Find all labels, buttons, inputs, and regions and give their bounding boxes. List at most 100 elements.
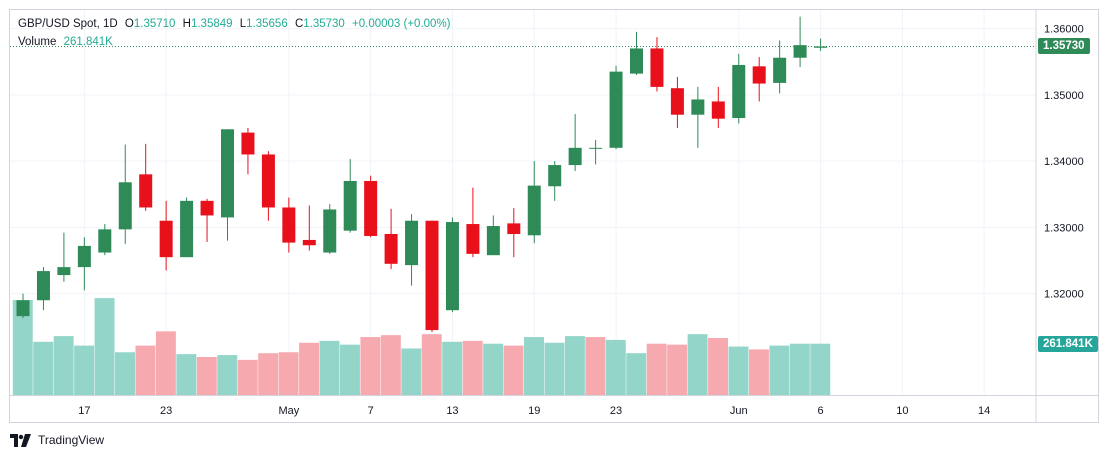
volume-bar <box>155 331 176 395</box>
candle-body[interactable] <box>16 300 30 317</box>
volume-bar <box>605 339 626 395</box>
legend-low-value: 1.35656 <box>246 18 288 30</box>
x-tick-label: 19 <box>528 405 540 417</box>
volume-bar <box>12 300 33 395</box>
volume-bar <box>769 345 790 395</box>
candle-body[interactable] <box>221 129 234 218</box>
candle-body[interactable] <box>773 57 787 83</box>
candle-body[interactable] <box>527 185 541 236</box>
candle-body[interactable] <box>507 223 521 234</box>
volume-bar <box>299 342 320 395</box>
legend-ohlc-row: GBP/USD Spot, 1D O1.35710 H1.35849 L1.35… <box>18 15 451 33</box>
candle-body[interactable] <box>261 154 275 208</box>
volume-bar <box>687 334 708 395</box>
candle-body[interactable] <box>57 267 71 276</box>
volume-bar <box>176 354 197 395</box>
candle-body[interactable] <box>568 147 582 166</box>
candle-body[interactable] <box>609 71 623 148</box>
candle-body[interactable] <box>793 45 807 58</box>
volume-bar <box>442 341 463 395</box>
candle-body[interactable] <box>77 245 91 268</box>
volume-bar <box>421 334 442 395</box>
candle-body[interactable] <box>670 88 684 115</box>
y-tick-label: 1.36000 <box>1044 24 1084 36</box>
candle-body[interactable] <box>98 229 112 253</box>
volume-bar <box>115 352 135 395</box>
candle-body[interactable] <box>282 207 296 243</box>
x-tick-label: Jun <box>730 405 748 417</box>
y-tick-label: 1.35000 <box>1044 90 1084 102</box>
candle-body[interactable] <box>364 180 378 236</box>
volume-bar <box>53 336 74 395</box>
volume-bar <box>94 298 115 395</box>
legend-volume-value: 261.841K <box>63 36 113 48</box>
candle-body[interactable] <box>180 200 194 258</box>
candle-body[interactable] <box>425 220 439 331</box>
last-volume-tag: 261.841K <box>1038 335 1098 352</box>
volume-bar <box>278 352 299 395</box>
volume-bar <box>789 343 810 395</box>
volume-bar <box>585 337 606 395</box>
legend-open-label: O <box>124 18 134 30</box>
y-tick-label: 1.34000 <box>1044 156 1084 168</box>
candle-body[interactable] <box>139 174 153 208</box>
candle-body[interactable] <box>200 200 214 216</box>
candle-body[interactable] <box>384 233 398 264</box>
x-tick-label: 23 <box>610 405 622 417</box>
volume-bar <box>544 342 565 395</box>
candle-body[interactable] <box>691 99 705 115</box>
candle-body[interactable] <box>343 180 357 231</box>
candle-body[interactable] <box>650 48 664 87</box>
candle-body[interactable] <box>445 222 459 311</box>
legend-volume-row: Volume 261.841K <box>18 33 451 51</box>
candle-body[interactable] <box>732 65 746 119</box>
x-tick-label: May <box>278 405 299 417</box>
y-tick-label: 1.32000 <box>1044 289 1084 301</box>
legend-close-value: 1.35730 <box>303 18 345 30</box>
candle-body[interactable] <box>752 66 766 84</box>
candle-body[interactable] <box>486 226 500 256</box>
candle-body[interactable] <box>241 132 255 155</box>
candle-body[interactable] <box>630 48 643 74</box>
x-tick-label: 14 <box>978 405 990 417</box>
tradingview-brand-text: TradingView <box>38 433 105 447</box>
y-tick-label: 1.33000 <box>1044 222 1084 234</box>
volume-bar <box>360 337 381 395</box>
x-tick-label: 6 <box>817 405 823 417</box>
tradingview-brand[interactable]: TradingView <box>10 433 104 447</box>
candle-body[interactable] <box>466 224 480 254</box>
chart-frame <box>9 9 1099 423</box>
candle-body[interactable] <box>548 165 562 187</box>
volume-bar <box>135 345 156 395</box>
x-tick-label: 7 <box>368 405 374 417</box>
legend-volume-label[interactable]: Volume <box>18 36 57 48</box>
candle-body[interactable] <box>159 220 173 258</box>
candle-body[interactable] <box>118 182 132 230</box>
legend-change: +0.00003 (+0.00%) <box>352 18 451 30</box>
volume-bar <box>258 353 279 395</box>
candle-body[interactable] <box>711 101 725 119</box>
volume-bar <box>196 357 217 395</box>
candle-body[interactable] <box>589 147 603 149</box>
x-tick-label: 23 <box>160 405 172 417</box>
volume-bar <box>748 349 769 395</box>
legend-close-label: C <box>294 18 304 30</box>
candle-body[interactable] <box>323 209 337 253</box>
candle-body[interactable] <box>405 220 419 266</box>
volume-bar <box>483 343 504 395</box>
legend-high-value: 1.35849 <box>190 18 233 30</box>
volume-bar <box>503 345 524 395</box>
candle-body[interactable] <box>814 46 828 48</box>
candle-body[interactable] <box>36 271 50 301</box>
volume-bar <box>667 344 688 395</box>
legend-high-label: H <box>182 18 191 30</box>
x-tick-label: 13 <box>446 405 458 417</box>
candle-body[interactable] <box>302 239 316 246</box>
volume-bar <box>33 341 54 395</box>
x-tick-label: 10 <box>896 405 908 417</box>
volume-bar <box>237 359 258 395</box>
volume-bar <box>626 353 647 395</box>
chart-legend: GBP/USD Spot, 1D O1.35710 H1.35849 L1.35… <box>18 15 451 51</box>
legend-symbol[interactable]: GBP/USD Spot, 1D <box>18 18 118 30</box>
